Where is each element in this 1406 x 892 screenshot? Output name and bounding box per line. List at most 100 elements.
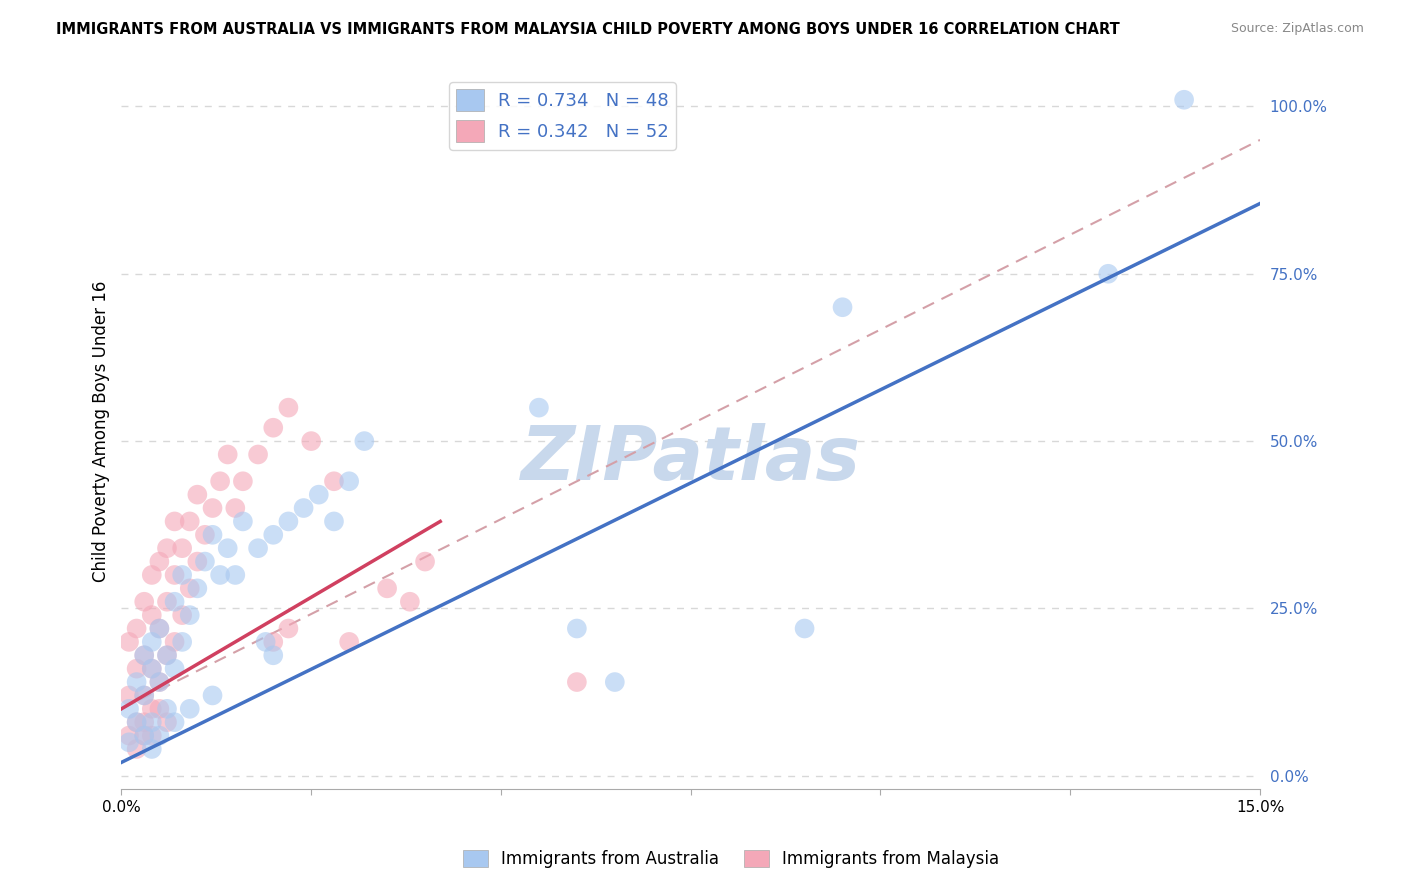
Point: [292, 501, 315, 516]
Point: [527, 401, 550, 415]
Point: [262, 648, 284, 663]
Point: [262, 528, 284, 542]
Point: [163, 568, 186, 582]
Point: [141, 568, 163, 582]
Point: [209, 475, 232, 489]
Point: [565, 622, 588, 636]
Text: IMMIGRANTS FROM AUSTRALIA VS IMMIGRANTS FROM MALAYSIA CHILD POVERTY AMONG BOYS U: IMMIGRANTS FROM AUSTRALIA VS IMMIGRANTS …: [56, 22, 1121, 37]
Point: [172, 568, 194, 582]
Point: [179, 608, 201, 623]
Point: [1097, 267, 1119, 281]
Point: [262, 421, 284, 435]
Point: [141, 662, 163, 676]
Point: [337, 635, 360, 649]
Point: [148, 622, 170, 636]
Point: [277, 515, 299, 529]
Point: [125, 662, 148, 676]
Point: [186, 555, 208, 569]
Text: ZIPatlas: ZIPatlas: [520, 423, 860, 496]
Point: [134, 689, 156, 703]
Point: [148, 622, 170, 636]
Point: [262, 635, 284, 649]
Point: [141, 715, 163, 730]
Point: [125, 715, 148, 730]
Point: [141, 608, 163, 623]
Point: [224, 568, 246, 582]
Point: [118, 635, 141, 649]
Point: [156, 595, 179, 609]
Point: [413, 555, 436, 569]
Point: [375, 582, 398, 596]
Point: [323, 515, 346, 529]
Point: [308, 488, 330, 502]
Point: [247, 448, 270, 462]
Point: [603, 675, 626, 690]
Point: [118, 735, 141, 749]
Point: [201, 528, 224, 542]
Point: [254, 635, 277, 649]
Point: [163, 595, 186, 609]
Point: [156, 648, 179, 663]
Point: [232, 515, 254, 529]
Point: [399, 595, 422, 609]
Point: [337, 475, 360, 489]
Point: [134, 648, 156, 663]
Point: [179, 582, 201, 596]
Point: [353, 434, 375, 449]
Point: [186, 488, 208, 502]
Point: [163, 662, 186, 676]
Point: [224, 501, 246, 516]
Point: [134, 595, 156, 609]
Point: [141, 635, 163, 649]
Point: [141, 742, 163, 756]
Point: [163, 715, 186, 730]
Point: [323, 475, 346, 489]
Point: [299, 434, 322, 449]
Point: [118, 729, 141, 743]
Point: [172, 608, 194, 623]
Point: [134, 729, 156, 743]
Point: [217, 448, 239, 462]
Point: [148, 675, 170, 690]
Point: [125, 622, 148, 636]
Point: [148, 555, 170, 569]
Text: Source: ZipAtlas.com: Source: ZipAtlas.com: [1230, 22, 1364, 36]
Point: [134, 648, 156, 663]
Point: [148, 702, 170, 716]
Point: [148, 729, 170, 743]
Legend: R = 0.734   N = 48, R = 0.342   N = 52: R = 0.734 N = 48, R = 0.342 N = 52: [450, 82, 676, 150]
Point: [194, 555, 217, 569]
Point: [141, 729, 163, 743]
Point: [141, 662, 163, 676]
Point: [232, 475, 254, 489]
Point: [118, 702, 141, 716]
Point: [156, 541, 179, 556]
Point: [179, 702, 201, 716]
Point: [163, 635, 186, 649]
Point: [156, 702, 179, 716]
Point: [793, 622, 815, 636]
Point: [831, 300, 853, 314]
Point: [148, 675, 170, 690]
Y-axis label: Child Poverty Among Boys Under 16: Child Poverty Among Boys Under 16: [93, 280, 110, 582]
Point: [277, 401, 299, 415]
Point: [209, 568, 232, 582]
Point: [217, 541, 239, 556]
Point: [247, 541, 270, 556]
Point: [186, 582, 208, 596]
Point: [179, 515, 201, 529]
Point: [156, 648, 179, 663]
Point: [277, 622, 299, 636]
Point: [163, 515, 186, 529]
Point: [565, 675, 588, 690]
Point: [125, 742, 148, 756]
Point: [141, 702, 163, 716]
Point: [134, 729, 156, 743]
Point: [172, 635, 194, 649]
Point: [172, 541, 194, 556]
Point: [125, 675, 148, 690]
Legend: Immigrants from Australia, Immigrants from Malaysia: Immigrants from Australia, Immigrants fr…: [456, 843, 1007, 875]
Point: [134, 715, 156, 730]
Point: [125, 715, 148, 730]
Point: [1173, 93, 1195, 107]
